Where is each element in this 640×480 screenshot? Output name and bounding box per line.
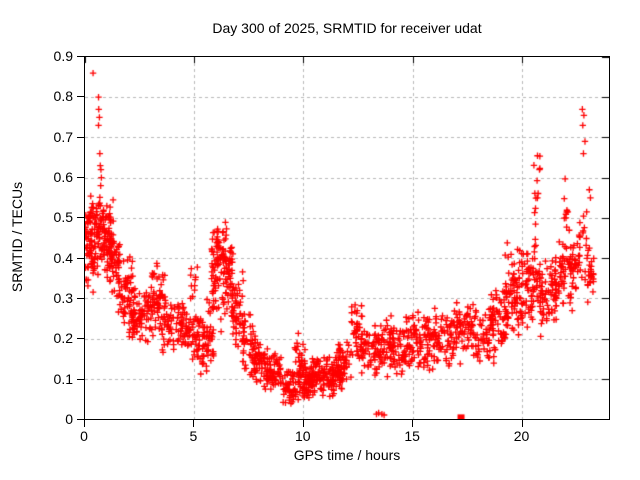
y-tick-label: 0.3: [53, 290, 73, 306]
y-tick-mark: [77, 136, 84, 138]
x-tick-label: 20: [513, 428, 530, 444]
y-axis-label: SRMTID / TECUs: [9, 181, 25, 293]
x-tick-mark: [302, 420, 304, 427]
scatter-canvas: [85, 57, 609, 419]
chart-title: Day 300 of 2025, SRMTID for receiver uda…: [212, 20, 482, 36]
y-tick-mark: [77, 56, 84, 57]
y-tick-mark: [77, 419, 84, 420]
y-tick-label: 0.7: [53, 128, 73, 145]
y-tick-mark: [77, 338, 84, 340]
y-tick-mark: [77, 378, 84, 380]
y-tick-mark: [77, 177, 84, 178]
y-tick-label: 0.2: [53, 330, 73, 347]
x-tick-label: 5: [189, 428, 198, 444]
x-tick-mark: [193, 420, 195, 427]
x-tick-mark: [521, 420, 523, 427]
y-tick-mark: [77, 96, 84, 98]
y-tick-mark: [77, 257, 84, 259]
y-tick-label: 0.8: [53, 88, 73, 105]
y-tick-label: 0.6: [53, 169, 73, 185]
y-tick-label: 0: [65, 411, 73, 427]
x-tick-mark: [412, 420, 414, 427]
x-axis-label: GPS time / hours: [293, 447, 401, 463]
y-tick-label: 0.4: [53, 249, 73, 266]
plot-area: [84, 56, 610, 420]
x-tick-label: 0: [80, 428, 88, 444]
y-tick-label: 0.1: [53, 370, 73, 387]
y-tick-mark: [77, 298, 84, 299]
y-tick-mark: [77, 217, 84, 219]
x-tick-label: 10: [294, 428, 311, 444]
x-tick-mark: [84, 420, 85, 427]
y-tick-label: 0.5: [53, 209, 73, 226]
x-tick-label: 15: [404, 428, 420, 444]
y-tick-label: 0.9: [53, 48, 73, 64]
